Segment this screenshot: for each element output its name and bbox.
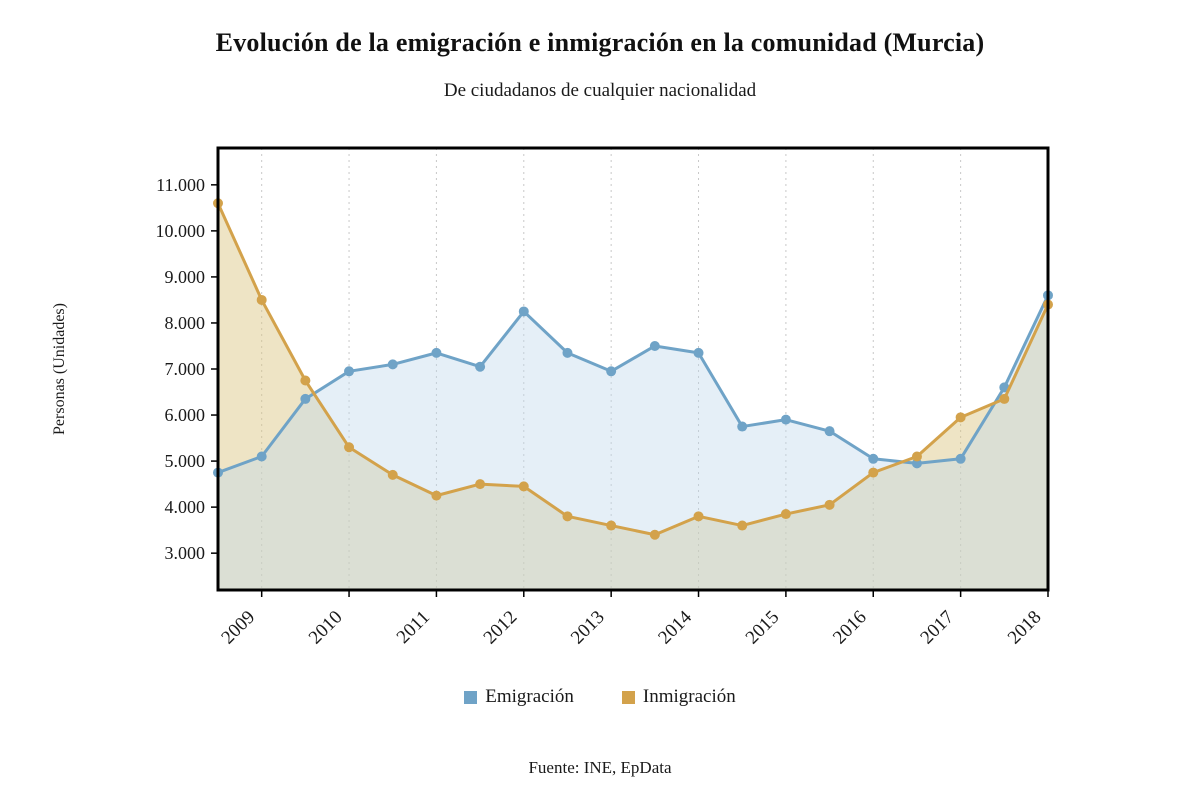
point-emigración [999, 382, 1010, 393]
point-emigración [475, 361, 486, 372]
line-emigración [216, 293, 1050, 475]
point-emigración [344, 366, 355, 377]
y-tick-label: 9.000 [165, 267, 206, 287]
point-emigración [693, 347, 704, 358]
legend-swatch [464, 690, 478, 704]
source-caption: Fuente: INE, EpData [528, 758, 672, 777]
y-tick-label: 4.000 [165, 497, 206, 517]
plot-border [216, 146, 1050, 592]
point-emigración [256, 451, 267, 462]
x-tick-label: 2018 [1004, 607, 1046, 649]
y-tick-label: 11.000 [156, 175, 205, 195]
point-emigración [518, 306, 529, 317]
point-emigración [649, 340, 660, 351]
y-tick-label: 10.000 [156, 221, 206, 241]
legend-item-emigración: Emigración [464, 686, 574, 708]
x-tick-label: 2012 [480, 607, 522, 649]
legend-item-inmigración: Inmigración [621, 686, 736, 708]
point-emigración [737, 421, 748, 432]
point-emigración [780, 414, 791, 425]
x-tick-label: 2014 [654, 606, 696, 648]
legend: Emigración Inmigración [0, 686, 1200, 708]
y-tick-label: 6.000 [165, 405, 206, 425]
point-inmigración [780, 509, 791, 520]
point-inmigración [955, 412, 966, 423]
chart-subtitle: De ciudadanos de cualquier nacionalidad [443, 80, 757, 101]
point-inmigración [518, 481, 529, 492]
point-emigración [300, 393, 311, 404]
chart-title: Evolución de la emigración e inmigración… [215, 28, 985, 57]
point-emigración [606, 366, 617, 377]
legend-label: Emigración [485, 686, 574, 707]
point-emigración [562, 347, 573, 358]
point-inmigración [737, 520, 748, 531]
point-inmigración [693, 511, 704, 522]
legend-swatch [621, 690, 635, 704]
point-inmigración [431, 490, 442, 501]
y-tick-label: 3.000 [165, 543, 206, 563]
legend-label: Inmigración [642, 686, 736, 707]
x-tick-label: 2011 [393, 607, 434, 648]
point-inmigración [300, 375, 311, 386]
point-emigración [868, 453, 879, 464]
point-inmigración [344, 442, 355, 453]
line-inmigración [216, 201, 1050, 537]
point-inmigración [999, 393, 1010, 404]
area-emigración [218, 295, 1048, 590]
x-tick-label: 2013 [567, 607, 609, 649]
x-tick-label: 2015 [742, 607, 784, 649]
point-inmigración [475, 479, 486, 490]
point-inmigración [606, 520, 617, 531]
point-inmigración [868, 467, 879, 478]
point-emigración [911, 458, 922, 469]
point-emigración [824, 426, 835, 437]
y-tick-label: 8.000 [165, 313, 206, 333]
point-inmigración [562, 511, 573, 522]
point-inmigración [911, 451, 922, 462]
point-inmigración [256, 294, 267, 305]
point-inmigración [387, 469, 398, 480]
y-tick-label: 7.000 [165, 359, 206, 379]
x-tick-label: 2016 [829, 607, 871, 649]
point-emigración [431, 347, 442, 358]
y-axis-title: Personas (Unidades) [51, 303, 68, 435]
area-inmigración [218, 203, 1048, 590]
y-tick-label: 5.000 [165, 451, 206, 471]
x-tick-label: 2010 [305, 607, 347, 649]
point-emigración [387, 359, 398, 370]
point-inmigración [824, 499, 835, 510]
point-inmigración [649, 529, 660, 540]
x-tick-label: 2017 [916, 607, 958, 649]
x-tick-label: 2009 [218, 607, 260, 649]
point-emigración [955, 453, 966, 464]
